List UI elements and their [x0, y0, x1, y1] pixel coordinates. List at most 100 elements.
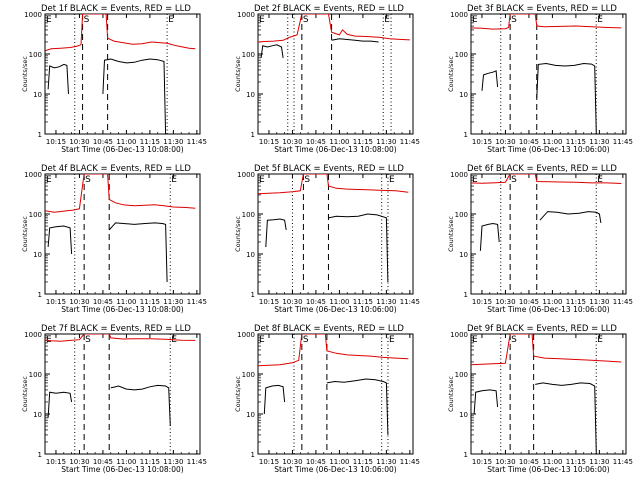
x-tick-label: 11:45 — [613, 138, 633, 146]
chart-title: Det 5f BLACK = Events, RED = LLD — [254, 164, 404, 174]
plot-frame — [470, 173, 627, 295]
x-axis-label: Start Time (06-Dec-13 10:06:00) — [487, 145, 609, 154]
y-axis-label: Counts/sec — [447, 56, 455, 92]
x-tick-label: 10:45 — [93, 458, 113, 466]
plot-frame — [470, 333, 627, 455]
plot-frame — [257, 333, 414, 455]
x-tick-label: 11:00 — [116, 298, 136, 306]
x-axis-label: Start Time (06-Dec-13 10:08:00) — [61, 145, 183, 154]
marker-label: E — [46, 175, 52, 185]
lld-series-line — [45, 174, 196, 213]
events-series-line — [263, 384, 286, 415]
y-tick-label: 1 — [251, 451, 255, 459]
x-tick-label: 11:30 — [376, 458, 396, 466]
events-series-line — [479, 222, 500, 251]
x-tick-label: 10:30 — [69, 138, 89, 146]
y-tick-label: 1 — [38, 131, 42, 139]
x-tick-label: 10:15 — [259, 458, 279, 466]
marker-label: S — [303, 335, 309, 345]
events-series-line — [326, 378, 389, 435]
x-tick-label: 10:30 — [69, 298, 89, 306]
x-tick-label: 10:30 — [69, 458, 89, 466]
x-tick-label: 11:30 — [163, 458, 183, 466]
marker-label: E — [259, 335, 265, 345]
x-tick-label: 10:30 — [495, 138, 515, 146]
x-tick-label: 11:30 — [163, 138, 183, 146]
x-tick-label: 11:00 — [329, 138, 349, 146]
x-tick-label: 11:30 — [376, 298, 396, 306]
y-tick-label: 1000 — [237, 171, 255, 179]
marker-label: E — [46, 15, 52, 25]
chart-title: Det 4f BLACK = Events, RED = LLD — [41, 164, 191, 174]
y-tick-label: 10 — [246, 251, 255, 259]
x-tick-label: 11:30 — [589, 298, 609, 306]
plot-frame — [44, 13, 201, 135]
y-tick-label: 1000 — [237, 11, 255, 19]
y-tick-label: 1 — [464, 291, 468, 299]
lld-series-line — [258, 174, 409, 195]
marker-label: E — [259, 15, 265, 25]
x-tick-label: 11:45 — [187, 138, 207, 146]
marker-label: S — [511, 15, 517, 25]
x-tick-label: 10:45 — [306, 298, 326, 306]
chart-title: Det 7f BLACK = Events, RED = LLD — [41, 324, 191, 334]
x-tick-label: 10:15 — [259, 138, 279, 146]
events-series-line — [473, 389, 499, 415]
marker-label: E — [597, 335, 603, 345]
x-tick-label: 11:00 — [116, 458, 136, 466]
y-axis-label: Counts/sec — [447, 376, 455, 412]
marker-label: E — [472, 335, 478, 345]
marker-label: E — [389, 175, 395, 185]
x-tick-label: 11:15 — [566, 298, 586, 306]
y-tick-label: 10 — [246, 411, 255, 419]
y-tick-label: 10 — [459, 91, 468, 99]
events-series-line — [47, 391, 73, 418]
lld-series-line — [45, 14, 196, 52]
x-tick-label: 11:45 — [400, 298, 420, 306]
events-series-line — [102, 58, 167, 134]
events-series-line — [481, 70, 499, 91]
x-tick-label: 10:45 — [306, 138, 326, 146]
x-axis-label: Start Time (06-Dec-13 10:06:00) — [274, 465, 396, 474]
y-tick-label: 100 — [455, 371, 468, 379]
y-tick-label: 1000 — [24, 331, 42, 339]
y-tick-label: 100 — [455, 51, 468, 59]
marker-label: S — [511, 175, 517, 185]
y-tick-label: 1000 — [24, 171, 42, 179]
y-tick-label: 100 — [29, 371, 42, 379]
x-tick-label: 10:45 — [93, 138, 113, 146]
y-axis-label: Counts/sec — [21, 56, 29, 92]
x-tick-label: 11:00 — [329, 458, 349, 466]
x-axis-label: Start Time (06-Dec-13 10:06:00) — [487, 305, 609, 314]
x-tick-label: 11:45 — [187, 458, 207, 466]
y-tick-label: 1000 — [450, 331, 468, 339]
y-tick-label: 100 — [242, 211, 255, 219]
y-tick-label: 10 — [459, 411, 468, 419]
x-tick-label: 11:00 — [542, 298, 562, 306]
x-tick-label: 11:15 — [353, 298, 373, 306]
y-tick-label: 1000 — [450, 11, 468, 19]
marker-label: E — [259, 175, 265, 185]
x-tick-label: 10:15 — [472, 458, 492, 466]
events-series-line — [47, 63, 69, 95]
x-tick-label: 10:15 — [472, 138, 492, 146]
x-tick-label: 10:15 — [46, 298, 66, 306]
plot-frame — [470, 13, 627, 135]
lld-series-line — [258, 334, 409, 367]
y-tick-label: 1000 — [237, 331, 255, 339]
y-tick-label: 100 — [29, 211, 42, 219]
marker-label: E — [46, 335, 52, 345]
marker-label: E — [389, 335, 395, 345]
y-tick-label: 1 — [251, 131, 255, 139]
y-tick-label: 1 — [464, 451, 468, 459]
x-tick-label: 11:30 — [589, 138, 609, 146]
marker-label: E — [472, 15, 478, 25]
x-tick-label: 10:45 — [93, 298, 113, 306]
x-tick-label: 11:45 — [613, 298, 633, 306]
events-series-line — [108, 222, 168, 283]
y-axis-label: Counts/sec — [21, 216, 29, 252]
x-tick-label: 11:00 — [329, 298, 349, 306]
lld-series-line — [258, 14, 410, 43]
x-tick-label: 11:15 — [140, 458, 160, 466]
marker-label: E — [597, 15, 603, 25]
